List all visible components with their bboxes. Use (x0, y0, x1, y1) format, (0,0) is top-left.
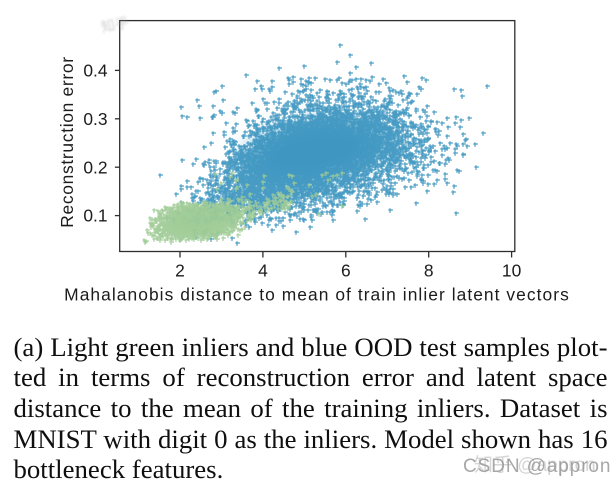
svg-text:0.3: 0.3 (83, 109, 107, 129)
svg-text:6: 6 (341, 261, 351, 281)
svg-text:10: 10 (502, 261, 521, 281)
svg-text:Mahalanobis distance to mean o: Mahalanobis distance to mean of train in… (64, 285, 570, 305)
svg-text:8: 8 (424, 261, 434, 281)
svg-text:2: 2 (175, 261, 185, 281)
svg-text:0.2: 0.2 (83, 157, 107, 177)
svg-text:0.1: 0.1 (83, 206, 107, 226)
svg-text:4: 4 (258, 261, 268, 281)
svg-text:0.4: 0.4 (83, 61, 108, 81)
svg-text:Reconstruction error: Reconstruction error (57, 56, 77, 228)
